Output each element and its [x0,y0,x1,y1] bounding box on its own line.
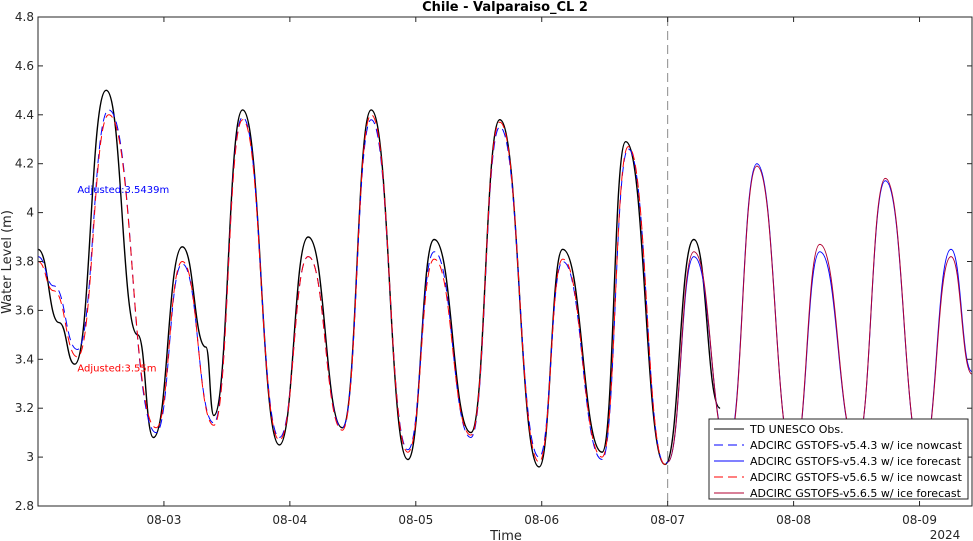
x-tick-label: 08-07 [650,513,685,527]
x-axis: 08-03 08-04 08-05 08-06 08-07 08-08 08-09 [146,17,937,527]
y-tick-label: 4.8 [15,10,34,24]
legend-label-adcirc-gstofs-v5-4-3-w-ice-nowcast: ADCIRC GSTOFS-v5.4.3 w/ ice nowcast [750,439,963,452]
y-tick-label: 3.6 [15,303,34,317]
series-line-td-unesco-obs [37,89,721,468]
x-tick-label: 08-05 [398,513,433,527]
y-axis: 2.8 3 3.2 3.4 3.6 3.8 4 4.2 4.4 4.6 4.8 [15,10,972,513]
year-label: 2024 [930,528,961,541]
chart-title: Chile - Valparaiso_CL 2 [422,0,588,15]
y-tick-label: 4 [26,206,34,220]
y-tick-label: 4.4 [15,108,34,122]
legend-label-adcirc-gstofs-v5-6-5-w-ice-nowcast: ADCIRC GSTOFS-v5.6.5 w/ ice nowcast [750,471,963,484]
y-tick-label: 3.4 [15,352,34,366]
legend-box [708,418,969,500]
legend-label-adcirc-gstofs-v5-4-3-w-ice-forecast: ADCIRC GSTOFS-v5.4.3 w/ ice forecast [750,455,962,468]
legend-label-td-unesco-obs: TD UNESCO Obs. [749,423,844,436]
x-tick-label: 08-06 [524,513,559,527]
y-tick-label: 2.8 [15,499,34,513]
legend: TD UNESCO Obs. ADCIRC GSTOFS-v5.4.3 w/ ic… [708,418,969,500]
annotation-label-0: Adjusted:3.5439m [77,185,169,196]
y-tick-label: 3.8 [15,255,34,269]
y-tick-label: 3.2 [15,401,34,415]
x-tick-label: 08-09 [902,513,937,527]
annotation-layer: Adjusted:3.5439m Adjusted:3.55m [77,185,169,374]
annotation-label-1: Adjusted:3.55m [77,364,156,375]
x-tick-label: 08-03 [146,513,181,527]
series-line-adcirc-gstofs-v5-6-5-w-ice-nowcast [37,114,668,465]
y-tick-label: 4.6 [15,59,34,73]
x-tick-label: 08-04 [272,513,307,527]
y-tick-label: 3 [26,450,34,464]
legend-items: TD UNESCO Obs. ADCIRC GSTOFS-v5.4.3 w/ ic… [714,423,963,500]
y-tick-label: 4.2 [15,157,34,171]
legend-label-adcirc-gstofs-v5-6-5-w-ice-forecast: ADCIRC GSTOFS-v5.6.5 w/ ice forecast [750,487,962,500]
x-tick-label: 08-08 [776,513,811,527]
x-axis-label: Time [489,529,522,541]
y-axis-label: Water Level (m) [0,210,15,314]
